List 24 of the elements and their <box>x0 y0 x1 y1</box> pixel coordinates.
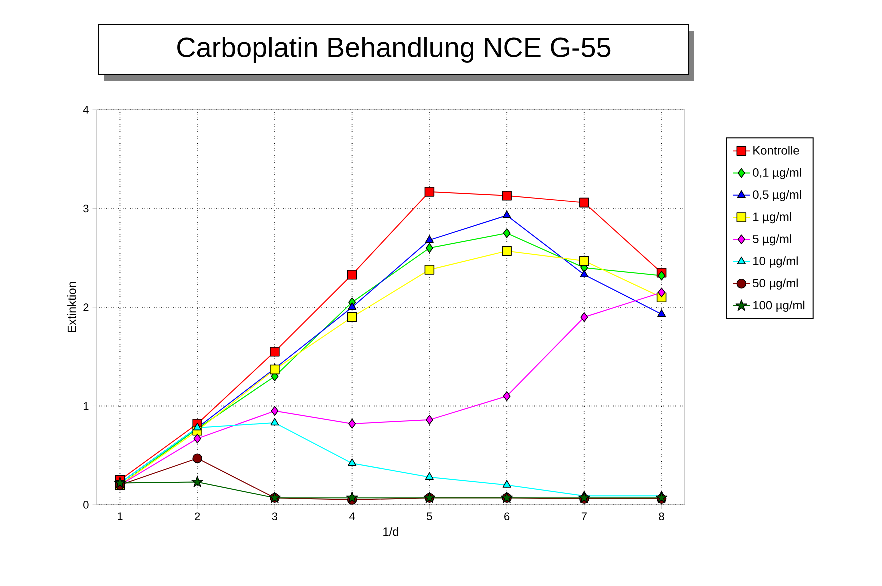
legend-label: 10 µg/ml <box>754 256 798 268</box>
legend-label: 5 µg/ml <box>753 234 792 246</box>
y-tick-label: 4 <box>83 106 89 114</box>
y-axis-title: Extinktion <box>68 282 76 332</box>
legend-label: 0,5 µg/ml <box>753 190 802 202</box>
legend-label: 1 µg/ml <box>754 212 792 224</box>
x-tick-label: 4 <box>350 512 356 520</box>
legend-label: 100 µg/ml <box>754 300 805 312</box>
x-axis-title: 1/d <box>384 527 399 536</box>
chart-title: Carboplatin Behandlung NCE G-55 <box>178 37 611 63</box>
x-tick-label: 1 <box>118 512 123 520</box>
x-tick-label: 7 <box>582 512 587 520</box>
x-tick-label: 3 <box>272 512 278 521</box>
y-tick-label: 1 <box>84 402 89 410</box>
y-tick-label: 0 <box>84 501 89 509</box>
y-tick-label: 3 <box>84 204 89 213</box>
y-tick-label: 2 <box>84 304 89 312</box>
x-tick-label: 8 <box>659 512 664 521</box>
legend-label: Kontrolle <box>754 146 800 155</box>
x-tick-label: 5 <box>427 512 432 520</box>
legend-label: 50 µg/ml <box>753 278 798 290</box>
x-tick-label: 6 <box>504 512 510 521</box>
legend-label: 0,1 µg/ml <box>753 168 802 180</box>
x-tick-label: 2 <box>195 512 200 520</box>
